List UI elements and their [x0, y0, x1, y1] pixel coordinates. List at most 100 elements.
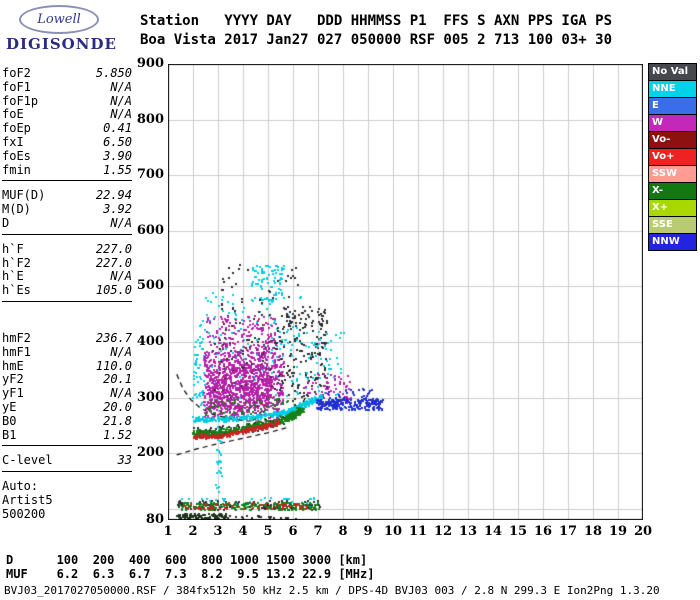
lowell-brand-text: Lowell	[37, 12, 81, 27]
param-value: 1.52	[103, 427, 132, 442]
param-row: yE 20.0	[2, 400, 132, 415]
d-muf-table: D 100 200 400 600 800 1000 1500 3000 [km…	[6, 553, 375, 581]
y-tick-label: 700	[136, 167, 164, 183]
param-label: yF1	[2, 386, 24, 401]
y-tick-label: 900	[136, 56, 164, 71]
param-row: hmF2 236.7	[2, 331, 132, 346]
x-tick-label: 6	[288, 524, 298, 539]
param-group: hmF2 236.7 hmF1 N/A hmE 110.0 yF2 20.1 yF1 N/A yE 2…	[2, 331, 132, 447]
param-value: N/A	[110, 269, 132, 284]
param-row: foEp 0.41	[2, 121, 132, 136]
param-label: yF2	[2, 372, 24, 387]
legend-item-x+: X+	[648, 199, 697, 217]
x-tick-label: 12	[433, 524, 453, 539]
param-label: foF1p	[2, 93, 39, 108]
param-label: foEp	[2, 121, 31, 136]
param-row: foEs 3.90	[2, 148, 132, 164]
param-row: B1 1.52	[2, 427, 132, 443]
param-row: foF1 N/A	[2, 79, 132, 95]
y-tick-label: 500	[136, 278, 164, 294]
param-value: 3.92	[103, 202, 132, 217]
param-value: N/A	[110, 386, 132, 401]
x-tick-label: 17	[558, 524, 578, 539]
direction-color-legend: No Val NNE E W Vo- Vo+ SSW X- X+ SSE NNW	[648, 63, 697, 251]
param-value: N/A	[110, 79, 132, 94]
param-row: h`Es 105.0	[2, 283, 132, 298]
param-label: D	[2, 215, 10, 230]
param-row: hmE 110.0	[2, 358, 132, 374]
param-group: foF2 5.850 foF1 N/A foF1p N/A foE N/A foEp 0.41 fx…	[2, 66, 132, 182]
param-row: D N/A	[2, 215, 132, 231]
param-value: N/A	[110, 93, 132, 108]
legend-item-vo+: Vo+	[648, 148, 697, 166]
y-tick-label: 200	[136, 445, 164, 461]
x-tick-label: 8	[338, 524, 348, 539]
x-tick-label: 5	[263, 524, 273, 539]
param-value: 6.50	[103, 134, 132, 149]
autoscaling-info: Auto: Artist5 500200	[2, 479, 132, 521]
param-value: 3.90	[103, 148, 132, 163]
param-value: 5.850	[95, 66, 132, 80]
param-value: 110.0	[95, 358, 132, 373]
legend-item-sse: SSE	[648, 216, 697, 234]
legend-item-no-val: No Val	[648, 63, 697, 81]
param-label: h`F	[2, 241, 24, 256]
param-label: hmE	[2, 358, 24, 373]
legend-item-nne: NNE	[648, 80, 697, 98]
param-label: MUF(D)	[2, 188, 46, 203]
autoscaling-info-line: Auto:	[2, 479, 39, 494]
param-row: h`F 227.0	[2, 241, 132, 257]
param-label: foEs	[2, 148, 31, 163]
status-line: BVJ03_2017027050000.RSF / 384fx512h 50 k…	[4, 584, 660, 597]
param-value: 20.1	[103, 372, 132, 387]
param-label: M(D)	[2, 202, 31, 217]
param-group: MUF(D) 22.94 M(D) 3.92 D N/A	[2, 188, 132, 235]
param-label: foF2	[2, 66, 31, 80]
x-tick-label: 19	[608, 524, 628, 539]
param-label: C-level	[2, 453, 53, 468]
param-row: foE N/A	[2, 108, 132, 122]
param-row: yF2 20.1	[2, 373, 132, 387]
param-row: fxI 6.50	[2, 134, 132, 150]
y-tick-label: 80	[145, 512, 164, 527]
param-row: yF1 N/A	[2, 386, 132, 401]
param-value: 227.0	[95, 241, 132, 256]
header-values-row: Boa Vista 2017 Jan27 027 050000 RSF 005 …	[140, 32, 613, 48]
x-tick-label: 1	[163, 524, 173, 539]
legend-item-x-: X-	[648, 182, 697, 200]
x-tick-label: 9	[363, 524, 373, 539]
x-tick-label: 10	[383, 524, 403, 539]
param-row: hmF1 N/A	[2, 344, 132, 360]
x-tick-label: 2	[188, 524, 198, 539]
y-tick-label: 800	[136, 111, 164, 127]
header-labels-row: Station YYYY DAY DDD HHMMSS P1 FFS S AXN…	[140, 13, 613, 29]
param-row: h`F2 227.0	[2, 256, 132, 271]
param-row: foF2 5.850	[2, 66, 132, 81]
legend-item-w: W	[648, 114, 697, 132]
autoscaling-info-line: 500200	[2, 506, 46, 521]
lowell-logo-oval: Lowell	[19, 5, 99, 34]
param-label: B1	[2, 427, 17, 442]
param-group: h`F 227.0 h`F2 227.0 h`E N/A h`Es 105.0	[2, 241, 132, 302]
param-value: 22.94	[95, 188, 132, 203]
param-row: foF1p N/A	[2, 93, 132, 109]
param-value: N/A	[110, 344, 132, 359]
param-label: fmin	[2, 162, 31, 177]
y-tick-label: 600	[136, 222, 164, 238]
x-tick-label: 11	[408, 524, 428, 539]
x-tick-label: 3	[213, 524, 223, 539]
param-value: 33	[117, 453, 132, 468]
param-label: h`E	[2, 269, 24, 284]
x-tick-label: 13	[458, 524, 478, 539]
x-tick-label: 7	[313, 524, 323, 539]
param-value: 0.41	[103, 121, 132, 136]
digisonde-wordmark: DIGISONDE	[6, 35, 117, 53]
param-group: C-level 33	[2, 454, 132, 473]
param-row: fmin 1.55	[2, 162, 132, 178]
param-value: 1.55	[103, 162, 132, 177]
param-row: C-level 33	[2, 454, 132, 468]
x-tick-label: 18	[583, 524, 603, 539]
parameter-panel: foF2 5.850 foF1 N/A foF1p N/A foE N/A foEp 0.41 fx…	[2, 66, 132, 522]
param-row: h`E N/A	[2, 270, 132, 284]
